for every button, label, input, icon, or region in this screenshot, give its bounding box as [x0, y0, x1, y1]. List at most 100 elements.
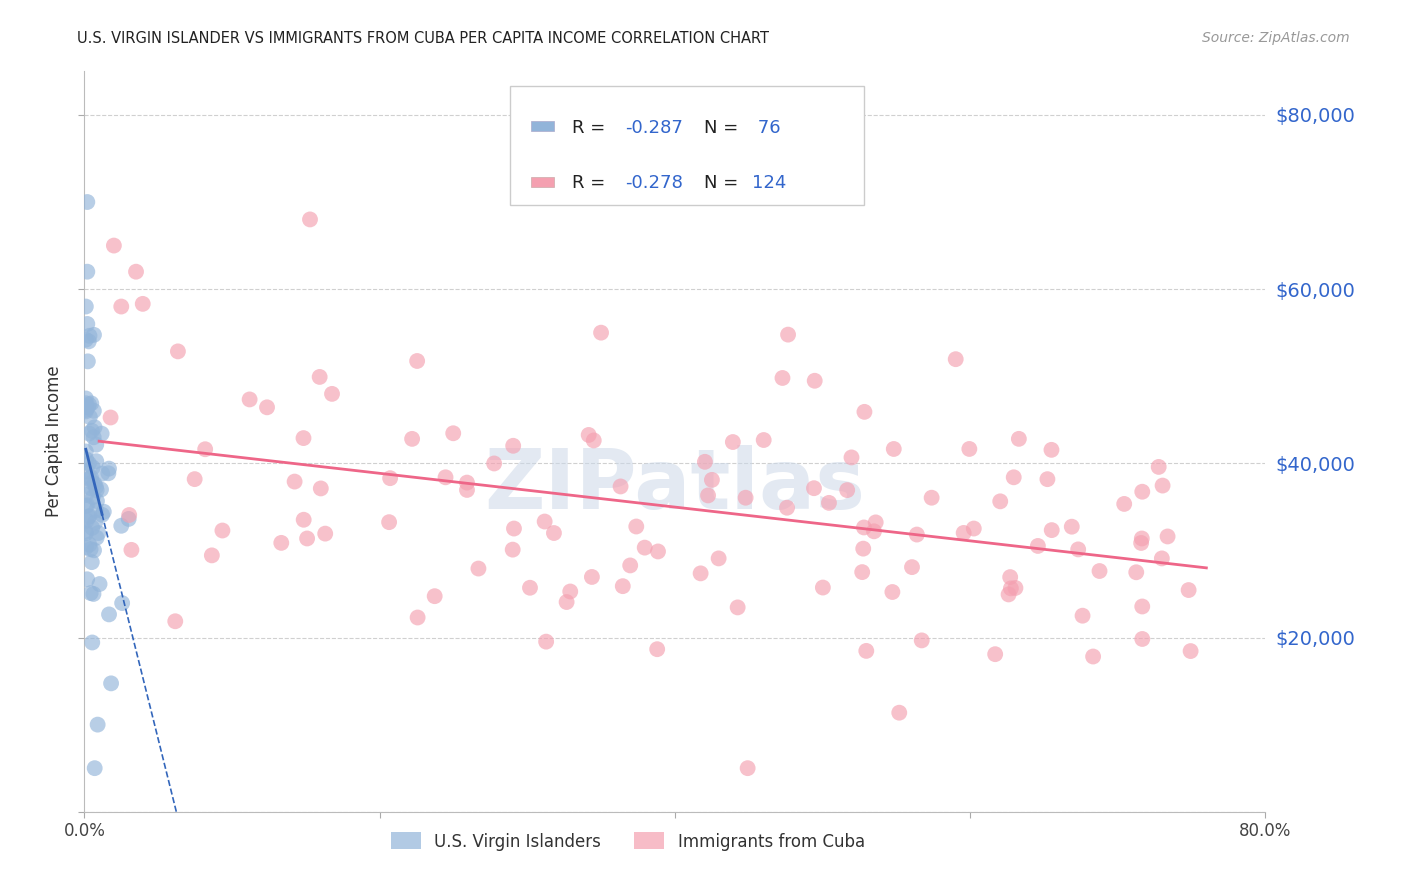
Y-axis label: Per Capita Income: Per Capita Income	[45, 366, 63, 517]
Point	[852, 520, 875, 534]
Point	[110, 300, 132, 314]
Point	[952, 525, 974, 540]
Point	[120, 542, 142, 557]
Point	[90, 426, 112, 441]
Point	[83, 476, 105, 491]
Point	[75, 404, 97, 418]
Point	[1156, 529, 1178, 543]
Point	[111, 596, 134, 610]
Point	[997, 587, 1019, 601]
Point	[76, 354, 98, 368]
Point	[83, 404, 105, 418]
Point	[1177, 582, 1199, 597]
Point	[1150, 551, 1173, 566]
Point	[560, 584, 582, 599]
Text: 76: 76	[752, 119, 780, 136]
Point	[998, 570, 1021, 584]
Point	[321, 387, 343, 401]
Text: R =: R =	[572, 174, 612, 193]
Point	[612, 579, 634, 593]
Text: ZIPatlas: ZIPatlas	[485, 445, 865, 526]
Point	[84, 480, 107, 494]
Point	[91, 508, 114, 522]
Point	[645, 642, 668, 657]
Point	[83, 543, 105, 558]
Point	[811, 581, 834, 595]
Point	[183, 472, 205, 486]
Point	[957, 442, 980, 456]
Point	[75, 403, 97, 417]
Point	[1040, 442, 1063, 457]
Point	[80, 424, 103, 438]
Point	[543, 526, 565, 541]
Point	[626, 519, 648, 533]
Point	[75, 401, 97, 415]
Text: -0.287: -0.287	[626, 119, 683, 136]
Point	[76, 265, 98, 279]
Point	[441, 426, 464, 441]
Point	[270, 536, 292, 550]
Point	[79, 328, 101, 343]
Point	[482, 457, 505, 471]
Point	[901, 560, 924, 574]
Point	[456, 483, 478, 497]
Point	[647, 544, 669, 558]
Point	[75, 499, 97, 513]
Point	[165, 614, 187, 628]
Point	[75, 396, 97, 410]
Point	[689, 566, 711, 581]
Point	[76, 572, 98, 586]
Point	[76, 514, 98, 528]
Point	[1130, 599, 1153, 614]
Point	[77, 400, 100, 414]
Point	[406, 610, 429, 624]
Point	[1130, 484, 1153, 499]
Point	[734, 491, 756, 505]
Point	[988, 494, 1011, 508]
Point	[76, 317, 98, 331]
Point	[634, 541, 657, 555]
Point	[434, 470, 457, 484]
Point	[1130, 532, 1153, 546]
Point	[79, 410, 101, 425]
Point	[239, 392, 262, 407]
Point	[75, 444, 97, 458]
Point	[581, 570, 603, 584]
Point	[80, 481, 103, 495]
Point	[1130, 632, 1153, 646]
Point	[89, 577, 111, 591]
Point	[1036, 472, 1059, 486]
Point	[292, 431, 315, 445]
Point	[1114, 497, 1136, 511]
Point	[100, 676, 122, 690]
Point	[82, 635, 104, 649]
Point	[882, 585, 904, 599]
Point	[84, 516, 107, 530]
Point	[406, 354, 429, 368]
Point	[1002, 470, 1025, 484]
Point	[103, 238, 125, 252]
Point	[721, 435, 744, 450]
Point	[75, 488, 97, 502]
Point	[82, 490, 104, 504]
Point	[75, 333, 97, 347]
Point	[502, 542, 524, 557]
Point	[80, 470, 103, 484]
Point	[1130, 536, 1153, 550]
Text: -0.278: -0.278	[626, 174, 683, 193]
Text: N =: N =	[704, 119, 744, 136]
Point	[118, 512, 141, 526]
Text: 124: 124	[752, 174, 786, 193]
Point	[86, 483, 108, 498]
Point	[82, 521, 104, 535]
Point	[423, 589, 446, 603]
Point	[125, 265, 148, 279]
Point	[863, 524, 886, 539]
Point	[737, 761, 759, 775]
Point	[77, 397, 100, 411]
Point	[167, 344, 190, 359]
Point	[853, 405, 876, 419]
Point	[79, 472, 101, 486]
Text: Source: ZipAtlas.com: Source: ZipAtlas.com	[1202, 31, 1350, 45]
Point	[82, 587, 104, 601]
